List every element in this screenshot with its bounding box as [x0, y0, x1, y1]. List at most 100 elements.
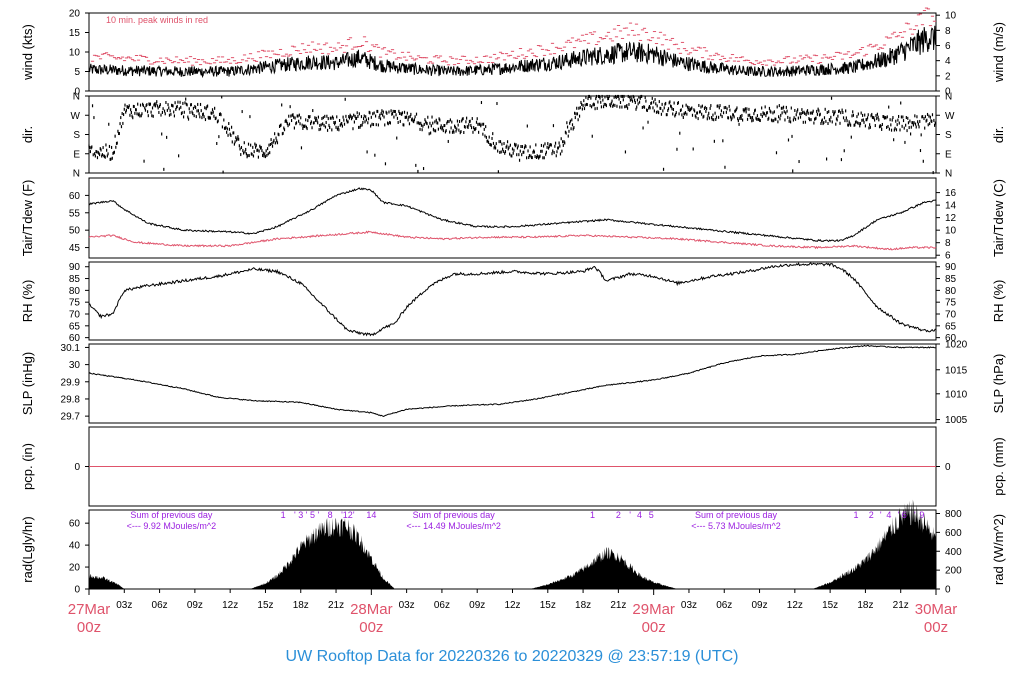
day-time-label: 00z — [642, 619, 666, 636]
ytick-label-right-pcp: 0 — [945, 462, 951, 473]
xtick-label: 15z — [822, 600, 838, 611]
ylabel-left-rh: RH (%) — [20, 280, 35, 323]
day-time-label: 00z — [359, 619, 383, 636]
ytick-label-left-dir: S — [73, 130, 80, 141]
ytick-label-left-slp: 29.8 — [61, 394, 81, 405]
rad-hour-mark: 6 — [902, 510, 907, 520]
ytick-label-left-wind: 5 — [74, 67, 80, 78]
rad-hour-mark: 3 — [298, 510, 303, 520]
footer-title: UW Rooftop Data for 20220326 to 20220329… — [285, 648, 739, 665]
ylabel-right-wind: wind (m/s) — [991, 22, 1006, 83]
ytick-label-left-dir: N — [73, 169, 80, 180]
panel-frame-rh — [88, 261, 937, 341]
ylabel-left-slp: SLP (inHg) — [20, 352, 35, 415]
series-line-rh — [88, 262, 936, 337]
ytick-label-right-rh: 60 — [945, 333, 957, 344]
ylabel-right-pcp: pcp. (mm) — [991, 437, 1006, 496]
ytick-label-right-dir: W — [945, 111, 955, 122]
xtick-label: 12z — [222, 600, 238, 611]
ylabel-left-wind: wind (kts) — [20, 24, 35, 81]
rad-hour-mark: ' — [897, 510, 899, 520]
ytick-label-right-temp: 6 — [945, 251, 951, 262]
rad-sum-label: Sum of previous day — [130, 510, 213, 520]
ytick-label-right-slp: 1005 — [945, 415, 968, 426]
xtick-label: 18z — [293, 600, 309, 611]
panel-frame-dir — [88, 95, 937, 174]
xtick-label: 12z — [787, 600, 803, 611]
rad-hour-mark: 2 — [869, 510, 874, 520]
ytick-label-right-slp: 1015 — [945, 365, 968, 376]
day-time-label: 00z — [924, 619, 948, 636]
ytick-label-left-rad: 0 — [74, 585, 80, 596]
xtick-label: 15z — [257, 600, 273, 611]
ytick-label-left-wind: 20 — [69, 9, 81, 20]
ytick-label-left-wind: 0 — [74, 87, 80, 98]
xtick-label: 09z — [469, 600, 485, 611]
ytick-label-left-slp: 29.7 — [61, 412, 81, 423]
ytick-label-left-wind: 10 — [69, 48, 81, 59]
rad-hour-mark: ' — [318, 510, 320, 520]
ytick-label-right-rad: 400 — [945, 547, 962, 558]
xtick-label: 06z — [434, 600, 450, 611]
ytick-label-right-temp: 12 — [945, 213, 957, 224]
panel-frame-slp — [88, 343, 937, 424]
xtick-label: 03z — [399, 600, 415, 611]
ytick-label-left-rh: 75 — [69, 298, 81, 309]
day-label: 28Mar — [350, 601, 393, 618]
ytick-label-right-rh: 80 — [945, 286, 957, 297]
ytick-label-left-rh: 85 — [69, 274, 81, 285]
ytick-label-left-rh: 70 — [69, 310, 81, 321]
rad-sum-value: <--- 5.73 MJoules/m^2 — [691, 521, 781, 531]
ylabel-right-rad: rad (W/m^2) — [991, 514, 1006, 585]
xtick-label: 03z — [681, 600, 697, 611]
xtick-label: 21z — [610, 600, 626, 611]
ytick-label-left-dir: E — [73, 149, 80, 160]
ytick-label-left-rh: 80 — [69, 286, 81, 297]
rad-hour-mark: ' — [880, 510, 882, 520]
ytick-label-right-rh: 90 — [945, 262, 957, 273]
ytick-label-left-slp: 30.1 — [61, 343, 81, 354]
ytick-label-right-wind: 2 — [945, 71, 951, 82]
ytick-label-right-dir: S — [945, 130, 952, 141]
ytick-label-right-wind: 4 — [945, 56, 951, 67]
series-area-radiation — [89, 499, 936, 589]
rad-hour-mark: 5 — [649, 510, 654, 520]
ytick-label-left-pcp: 0 — [74, 462, 80, 473]
series-line-tair — [88, 187, 937, 243]
ylabel-left-temp: Tair/Tdew (F) — [20, 180, 35, 257]
xtick-label: 21z — [328, 600, 344, 611]
ytick-label-right-temp: 10 — [945, 226, 957, 237]
ytick-label-left-slp: 30 — [69, 360, 81, 371]
rad-hour-mark: 14 — [366, 510, 376, 520]
ytick-label-right-temp: 8 — [945, 238, 951, 249]
xtick-label: 21z — [893, 600, 909, 611]
ytick-label-right-wind: 0 — [945, 87, 951, 98]
ytick-label-right-wind: 8 — [945, 26, 951, 37]
rad-hour-mark: ' — [629, 510, 631, 520]
xtick-label: 09z — [187, 600, 203, 611]
day-label: 27Mar — [68, 601, 111, 618]
ylabel-left-dir: dir. — [20, 126, 35, 143]
rad-hour-mark: ' — [914, 510, 916, 520]
rad-hour-mark: ' — [353, 510, 355, 520]
series-line-wind-mean — [88, 25, 937, 79]
day-time-label: 00z — [77, 619, 101, 636]
ylabel-right-dir: dir. — [991, 126, 1006, 143]
ylabel-left-pcp: pcp. (in) — [20, 443, 35, 490]
ytick-label-left-temp: 55 — [69, 208, 81, 219]
rad-sum-value: <--- 9.92 MJoules/m^2 — [127, 521, 217, 531]
ylabel-right-rh: RH (%) — [991, 280, 1006, 323]
day-label: 30Mar — [915, 601, 958, 618]
ytick-label-left-dir: N — [73, 92, 80, 103]
rad-hour-mark: 8 — [328, 510, 333, 520]
xtick-label: 06z — [152, 600, 168, 611]
ytick-label-right-rad: 800 — [945, 509, 962, 520]
ytick-label-left-dir: W — [71, 111, 81, 122]
xtick-label: 18z — [857, 600, 873, 611]
ytick-label-right-temp: 16 — [945, 188, 957, 199]
rad-sum-value: <--- 14.49 MJoules/m^2 — [406, 521, 501, 531]
ytick-label-right-rh: 70 — [945, 310, 957, 321]
rad-hour-mark: 1 — [281, 510, 286, 520]
series-line-tdew — [88, 230, 937, 251]
